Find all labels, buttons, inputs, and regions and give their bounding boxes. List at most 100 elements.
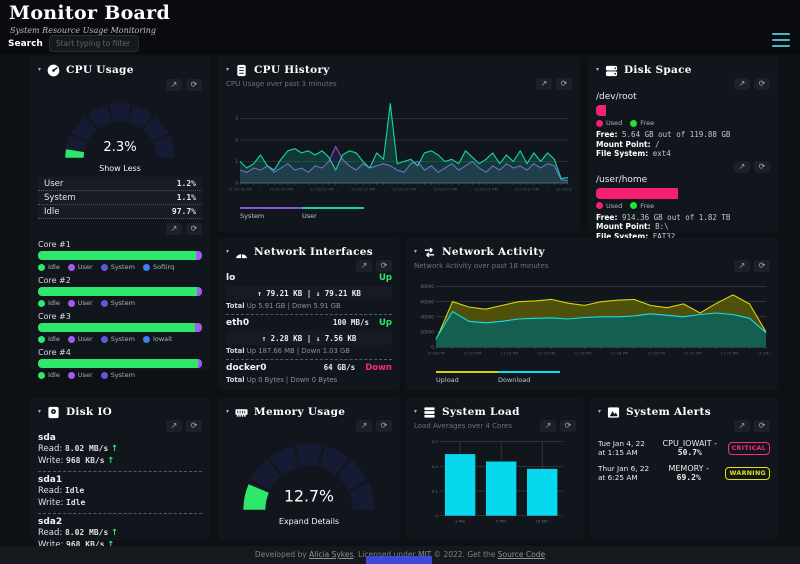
expand-icon[interactable]: ↗ — [356, 260, 372, 272]
legend-dot-icon — [67, 335, 75, 343]
collapse-caret-icon[interactable]: ▾ — [414, 408, 418, 415]
panel-title: System Alerts — [626, 406, 711, 418]
disk-io-block: sda Read: 8.02 MB/s ↑ Write: 968 KB/s ↑ — [38, 433, 202, 467]
refresh-icon[interactable]: ⟳ — [754, 78, 770, 90]
legend-label: System — [240, 212, 265, 220]
interface-speed: 64 GB/s — [323, 363, 356, 372]
expand-icon[interactable]: ↗ — [734, 160, 750, 173]
expand-icon[interactable]: ↗ — [734, 78, 750, 90]
legend-label: Used — [606, 201, 623, 210]
collapse-caret-icon[interactable]: ▾ — [598, 408, 602, 415]
cpu-history-chart: 0 1 2 3 11:01:32 PM 11:01:47 PM 11:02:02 PM 11:… — [228, 102, 572, 192]
network-activity-legend: Upload Download — [436, 371, 770, 384]
cpu-chip-icon — [237, 64, 246, 76]
collapse-caret-icon[interactable]: ▾ — [38, 66, 42, 73]
panel-title: CPU Usage — [66, 64, 134, 76]
refresh-icon[interactable]: ⟳ — [186, 420, 202, 432]
interface-total: Total Up 187.66 MB | Down 1.03 GB — [226, 347, 350, 355]
stat-value: 97.7% — [171, 207, 196, 216]
legend-label: System — [110, 299, 135, 307]
panel-title: Disk IO — [66, 406, 113, 418]
legend-label: Softirq — [152, 263, 175, 271]
refresh-icon[interactable]: ⟳ — [754, 260, 770, 272]
expand-details-link[interactable]: Expand Details — [278, 517, 340, 526]
alert-message: MEMORY - 69.2% — [668, 464, 709, 482]
legend-label: Free — [640, 119, 655, 127]
expand-icon[interactable]: ↗ — [166, 420, 182, 432]
source-code-link[interactable]: Source Code — [497, 550, 546, 559]
collapse-caret-icon[interactable]: ▾ — [414, 248, 418, 255]
legend-label: Download — [498, 376, 531, 384]
legend-label: User — [302, 212, 317, 220]
device-name: sda — [38, 433, 56, 443]
expand-icon[interactable]: ↗ — [166, 79, 182, 91]
up-arrow-icon: ↑ — [107, 456, 115, 466]
table-row: Idle 97.7% — [38, 205, 202, 219]
svg-text:12.7%: 12.7% — [284, 486, 334, 505]
interface-block: docker0 64 GB/s Down Total Up 0 Bytes | Do… — [226, 363, 392, 384]
expand-icon[interactable]: ↗ — [356, 420, 372, 432]
legend-label: User — [77, 371, 93, 379]
refresh-icon[interactable]: ⟳ — [376, 420, 392, 432]
cpu-stats-table: User 1.2% System 1.1% Idle 97.7% — [38, 177, 202, 219]
author-link[interactable]: Alicia Sykes — [309, 550, 354, 559]
panel-title: Network Activity — [442, 246, 545, 258]
refresh-icon[interactable]: ⟳ — [186, 223, 202, 235]
network-interfaces-panel: ▾ Network Interfaces ↗ ⟳ lo Up ↑ 79.21 KB… — [218, 238, 400, 390]
legend-item: Free — [630, 202, 654, 210]
refresh-icon[interactable]: ⟳ — [754, 420, 770, 432]
svg-text:11:14 PM: 11:14 PM — [537, 351, 555, 356]
alert-icon — [607, 406, 620, 418]
disk-block: /user/home Used Free Free: 914.36 GB out … — [596, 175, 770, 242]
collapse-caret-icon[interactable]: ▾ — [596, 66, 600, 73]
collapse-caret-icon[interactable]: ▾ — [226, 408, 230, 415]
disk-fs-line: File System: ext4 — [596, 149, 671, 158]
refresh-icon[interactable]: ⟳ — [376, 260, 392, 272]
disk-io-block: sda1 Read: Idle Write: Idle — [38, 475, 202, 509]
expand-icon[interactable]: ↗ — [536, 78, 552, 90]
svg-text:11:02:47 PM: 11:02:47 PM — [433, 187, 457, 192]
disk-block: /dev/root Used Free Free: 5.64 GB out of … — [596, 92, 770, 159]
legend-item: User — [67, 299, 93, 307]
svg-text:15 Min: 15 Min — [536, 519, 550, 524]
refresh-icon[interactable]: ⟳ — [186, 79, 202, 91]
page-title: Monitor Board — [9, 2, 171, 24]
legend-item: Download — [498, 371, 560, 384]
hard-disk-icon — [48, 406, 59, 418]
panel-title: Network Interfaces — [254, 246, 373, 258]
interface-name: eth0 — [226, 318, 250, 328]
stat-value: 1.2% — [176, 179, 196, 188]
show-less-link[interactable]: Show Less — [99, 164, 141, 173]
refresh-icon[interactable]: ⟳ — [556, 78, 572, 90]
core-usage-list: Core #1 Idle User System Softirq Core #2 Id… — [38, 240, 202, 379]
up-arrow-icon: ↑ — [107, 540, 115, 550]
svg-text:5 Min: 5 Min — [496, 519, 507, 524]
expand-icon[interactable]: ↗ — [734, 420, 750, 432]
svg-text:40000: 40000 — [420, 314, 434, 320]
svg-text:11:03:32 PM: 11:03:32 PM — [556, 187, 572, 192]
disk-name: /dev/root — [596, 92, 637, 102]
collapse-caret-icon[interactable]: ▾ — [226, 66, 230, 73]
globe-icon — [235, 251, 248, 258]
refresh-icon[interactable]: ⟳ — [560, 420, 576, 432]
interface-status: Up — [379, 318, 392, 328]
svg-text:11:01:32 PM: 11:01:32 PM — [228, 187, 252, 192]
collapse-caret-icon[interactable]: ▾ — [226, 248, 230, 255]
expand-icon[interactable]: ↗ — [540, 420, 556, 432]
legend-line-icon — [240, 207, 302, 209]
search-input[interactable] — [48, 35, 139, 52]
expand-icon[interactable]: ↗ — [166, 223, 182, 235]
interface-status: Up — [379, 273, 392, 283]
interface-block: eth0 100 MB/s Up ↑ 2.28 KB | ↓ 7.56 KB Tot… — [226, 318, 392, 355]
disk-mount-line: Mount Point: B:\ — [596, 222, 669, 231]
legend-label: Upload — [436, 376, 459, 384]
collapse-caret-icon[interactable]: ▾ — [38, 408, 42, 415]
read-line: Read: Idle — [38, 486, 85, 496]
expand-icon[interactable]: ↗ — [734, 260, 750, 272]
menu-icon[interactable] — [772, 33, 790, 47]
disk-space-panel: ▾ Disk Space ↗ ⟳ /dev/root Used Free Free… — [588, 56, 778, 241]
svg-text:2.3%: 2.3% — [103, 140, 136, 155]
footer: Developed by Alicia Sykes. Licensed unde… — [0, 546, 800, 564]
refresh-icon[interactable]: ⟳ — [754, 160, 770, 173]
license-link[interactable]: MIT — [417, 550, 432, 559]
